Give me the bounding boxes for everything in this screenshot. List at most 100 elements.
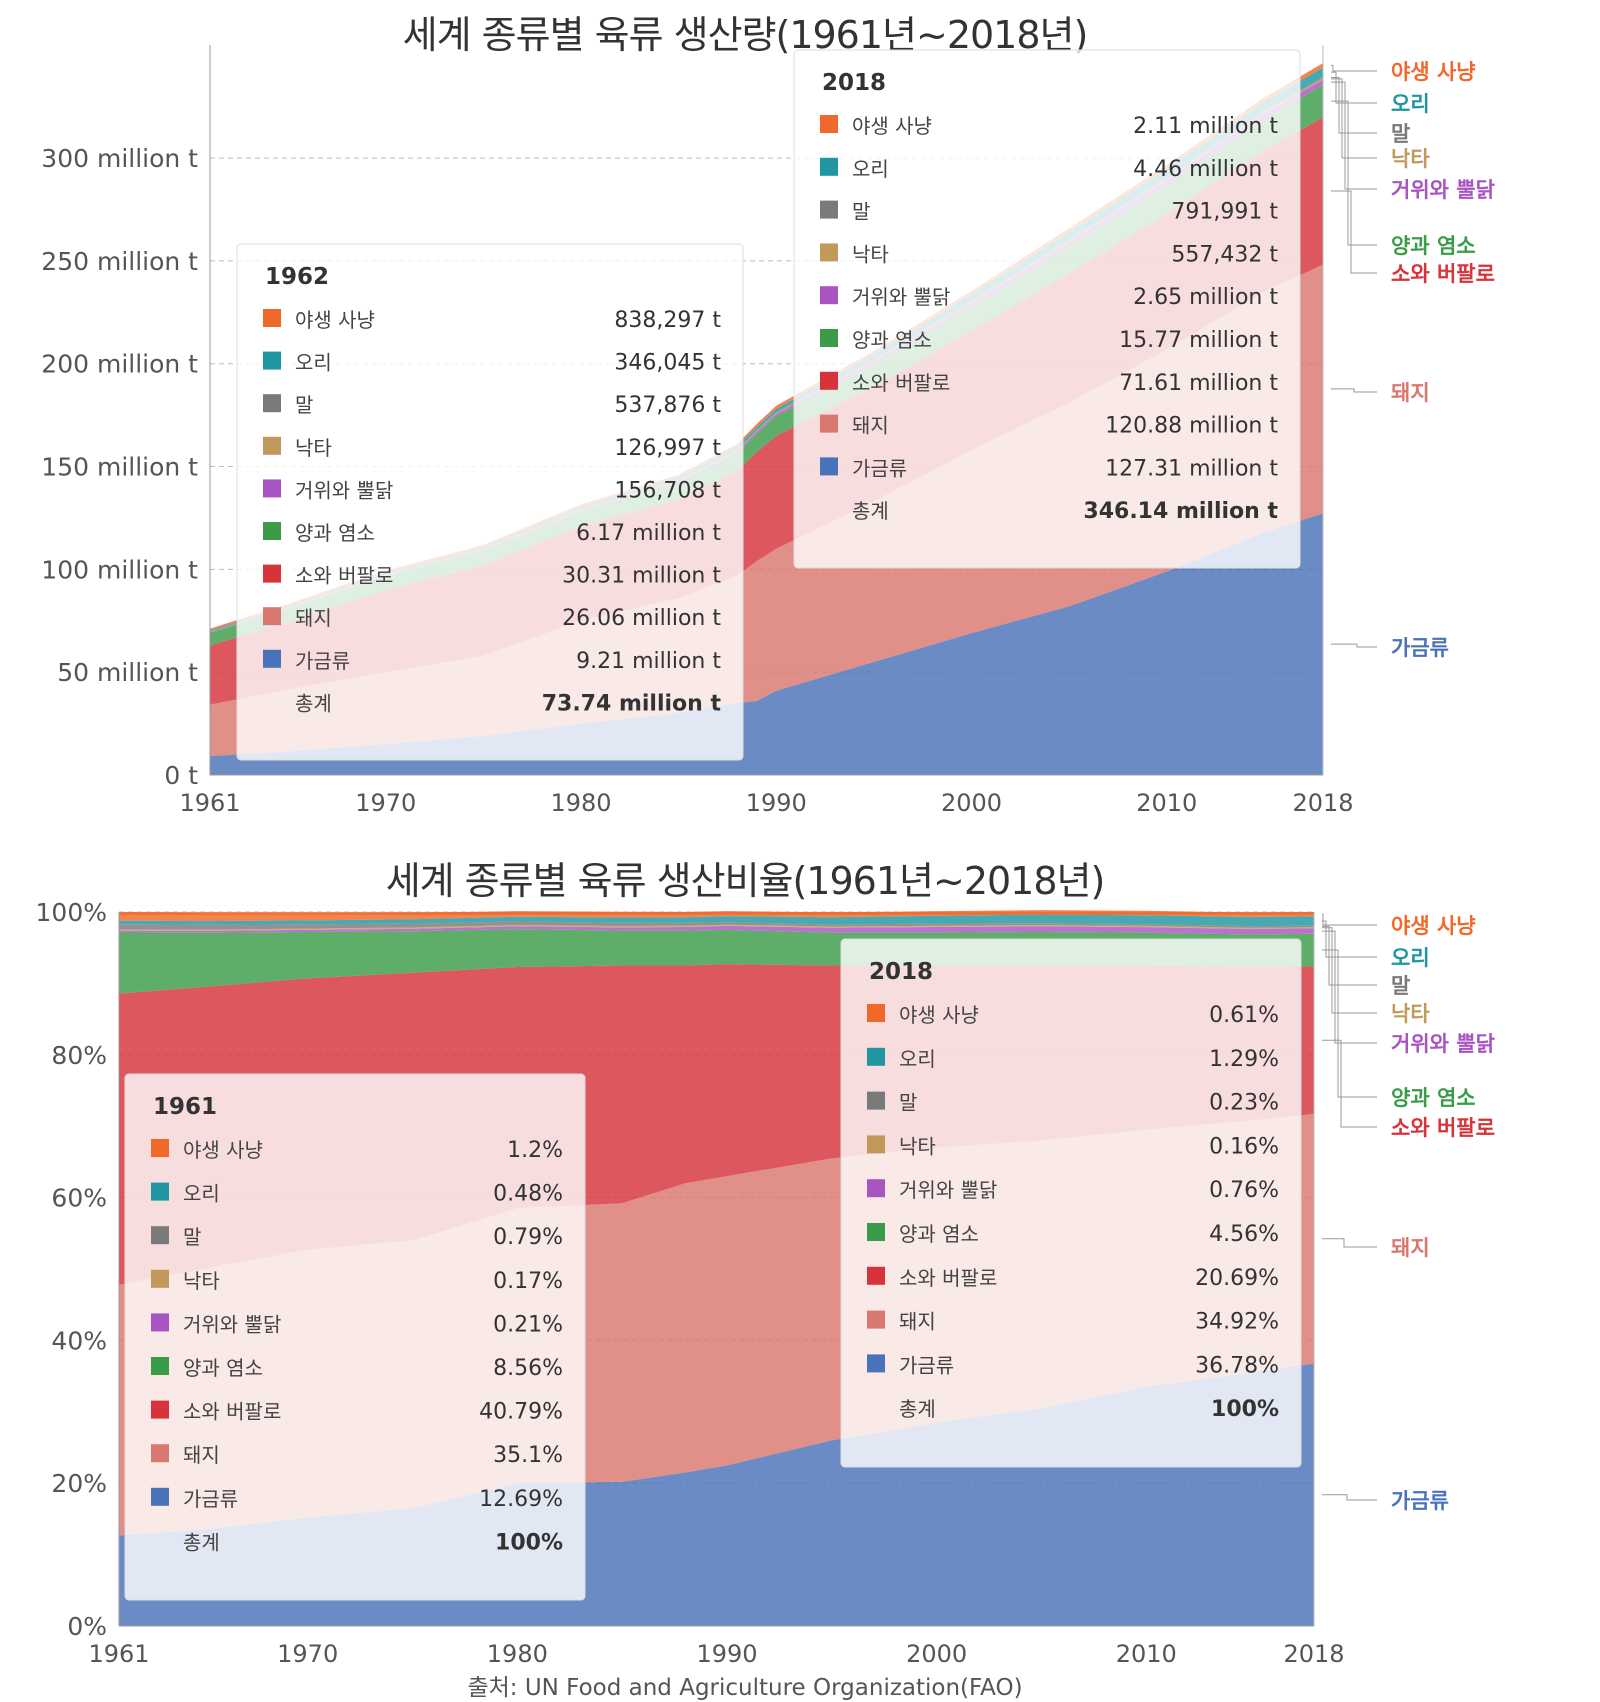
legend-leader-line [1331,643,1377,648]
x-tick-label: 2010 [1116,1640,1177,1668]
top-band [119,912,1314,915]
tooltip-series-name: 소와 버팔로 [852,371,950,395]
chart2-title: 세계 종류별 육류 생산비율(1961년~2018년) [385,859,1106,903]
tooltip-series-name: 오리 [295,351,332,375]
tooltip-swatch [263,479,281,498]
legend-label[interactable]: 가금류 [1391,1489,1449,1513]
tooltip-swatch [151,1269,169,1288]
tooltip-series-name: 돼지 [852,414,889,438]
tooltip-series-name: 거위와 뿔닭 [852,285,950,309]
legend-leader-line [1331,64,1377,72]
legend-label[interactable]: 양과 염소 [1391,1086,1476,1110]
legend-label[interactable]: 돼지 [1391,1236,1430,1260]
legend-label[interactable]: 거위와 뿔닭 [1391,1032,1495,1056]
tooltip-swatch [263,607,281,626]
x-tick-label: 1970 [277,1640,338,1668]
tooltip-series-name: 낙타 [899,1134,936,1158]
tooltip-swatch [820,371,838,390]
legend-label[interactable]: 오리 [1391,92,1430,116]
tooltip-value: 1.2% [507,1138,563,1163]
area-series-0[interactable] [210,513,1323,775]
x-tick-label: 1980 [487,1640,548,1668]
tooltip-value: 126,997 t [614,436,721,461]
tooltip-total-value: 346.14 million t [1083,499,1278,524]
tooltip-swatch [820,157,838,176]
tooltip-series-name: 돼지 [899,1310,936,1334]
legend-label[interactable]: 야생 사냥 [1391,60,1476,84]
tooltip-series-name: 양과 염소 [899,1222,979,1246]
x-tick-label: 1970 [355,789,416,817]
y-tick-label: 200 million t [41,350,198,379]
tooltip-series-name: 거위와 뿔닭 [899,1178,997,1202]
tooltip-2018: 2018 야생 사냥 2.11 million t 오리 4.46 million t 말… [793,49,1301,569]
y-tick-label: 100% [36,898,107,927]
tooltip-series-name: 말 [899,1091,917,1115]
tooltip-value: 1.29% [1209,1047,1279,1072]
tooltip-value: 791,991 t [1171,200,1278,225]
tooltip-series-name: 가금류 [183,1487,238,1511]
tooltip-total-value: 100% [495,1530,563,1555]
legend-label[interactable]: 가금류 [1391,636,1449,660]
tooltip-value: 34.92% [1195,1310,1279,1335]
tooltip-total-value: 73.74 million t [542,691,722,716]
tooltip-year: 1961 [153,1094,217,1120]
tooltip-swatch [151,1139,169,1157]
legend-label[interactable]: 낙타 [1391,1002,1430,1026]
tooltip-value: 2.65 million t [1133,285,1278,310]
tooltip-swatch [151,1226,169,1245]
legend-leader-line [1331,81,1377,190]
tooltip-value: 26.06 million t [562,606,721,631]
x-tick-label: 2010 [1136,789,1197,817]
legend-label[interactable]: 야생 사냥 [1391,914,1476,938]
x-tick-label: 1980 [550,789,611,817]
area-series-4[interactable] [119,925,1314,935]
legend-label[interactable]: 말 [1391,122,1410,146]
x-tick-label: 2018 [1292,789,1353,817]
legend-leader-line [1331,100,1377,246]
y-tick-label: 20% [51,1469,107,1498]
tooltip-value: 346,045 t [614,351,721,376]
legend-leader-line [1322,1039,1377,1128]
area-series-5[interactable] [119,924,1314,931]
legend-leader-line [1331,76,1377,134]
tooltip-swatch [867,1004,885,1022]
tooltip-swatch [263,522,281,540]
legend-label[interactable]: 소와 버팔로 [1391,262,1495,286]
tooltip-box [124,1073,586,1601]
tooltip-series-name: 가금류 [852,456,907,480]
x-tick-label: 2018 [1283,1640,1344,1668]
area-series-7[interactable] [119,914,1314,927]
legend-label[interactable]: 소와 버팔로 [1391,1116,1495,1140]
production-area-chart[interactable]: 0 t 50 million t 100 million t 150 million … [0,0,1600,830]
tooltip-value: 127.31 million t [1105,456,1278,481]
legend-label[interactable]: 오리 [1391,946,1430,970]
legend-label[interactable]: 양과 염소 [1391,234,1476,258]
tooltip-swatch [820,200,838,219]
legend-label[interactable]: 돼지 [1391,381,1430,405]
tooltip-value: 35.1% [493,1443,563,1468]
x-tick-label: 2000 [941,789,1002,817]
tooltip-series-name: 양과 염소 [295,521,375,545]
legend-leader-line [1331,388,1377,393]
tooltip-swatch [820,414,838,433]
legend-label[interactable]: 낙타 [1391,147,1430,171]
legend-leader-line [1322,927,1377,1014]
tooltip-value: 0.23% [1209,1091,1279,1116]
legend-label[interactable]: 거위와 뿔닭 [1391,178,1495,202]
tooltip-series-name: 가금류 [899,1353,954,1377]
legend-leader-line [1322,930,1377,1044]
area-series-6[interactable] [119,921,1314,930]
legend-leader-line [1322,1238,1377,1248]
legend-label[interactable]: 말 [1391,974,1410,998]
tooltip-series-name: 말 [852,200,870,224]
tooltip-series-name: 거위와 뿔닭 [295,478,393,502]
tooltip-swatch [867,1179,885,1198]
tooltip-series-name: 오리 [899,1047,936,1071]
legend-leader-line [1331,190,1377,274]
tooltip-series-name: 말 [295,393,313,417]
tooltip-value: 40.79% [479,1400,563,1425]
tooltip-value: 0.48% [493,1182,563,1207]
tooltip-value: 71.61 million t [1119,371,1278,396]
tooltip-value: 12.69% [479,1487,563,1512]
